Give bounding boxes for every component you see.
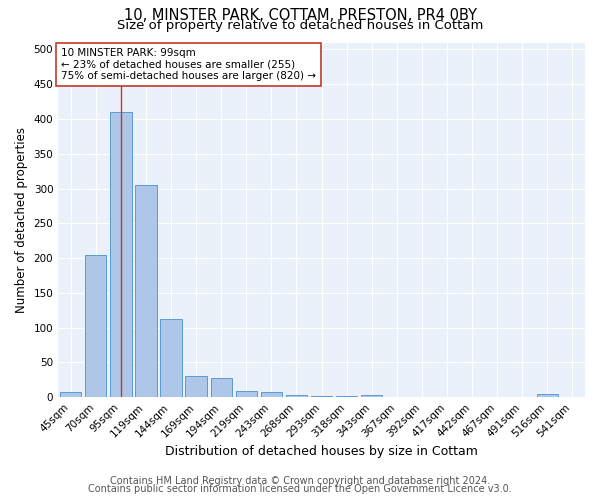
Text: 10, MINSTER PARK, COTTAM, PRESTON, PR4 0BY: 10, MINSTER PARK, COTTAM, PRESTON, PR4 0… [124, 8, 476, 22]
Bar [286, 395, 307, 397]
Bar [85, 254, 106, 397]
Bar [211, 378, 232, 397]
Bar [336, 396, 358, 397]
Bar [361, 395, 382, 397]
Bar [110, 112, 131, 397]
X-axis label: Distribution of detached houses by size in Cottam: Distribution of detached houses by size … [165, 444, 478, 458]
Text: Contains HM Land Registry data © Crown copyright and database right 2024.: Contains HM Land Registry data © Crown c… [110, 476, 490, 486]
Text: Contains public sector information licensed under the Open Government Licence v3: Contains public sector information licen… [88, 484, 512, 494]
Bar [185, 376, 207, 397]
Text: 10 MINSTER PARK: 99sqm
← 23% of detached houses are smaller (255)
75% of semi-de: 10 MINSTER PARK: 99sqm ← 23% of detached… [61, 48, 316, 81]
Text: Size of property relative to detached houses in Cottam: Size of property relative to detached ho… [117, 18, 483, 32]
Bar [136, 185, 157, 397]
Y-axis label: Number of detached properties: Number of detached properties [15, 127, 28, 313]
Bar [160, 318, 182, 397]
Bar [60, 392, 82, 397]
Bar [537, 394, 558, 397]
Bar [261, 392, 282, 397]
Bar [311, 396, 332, 397]
Bar [236, 391, 257, 397]
